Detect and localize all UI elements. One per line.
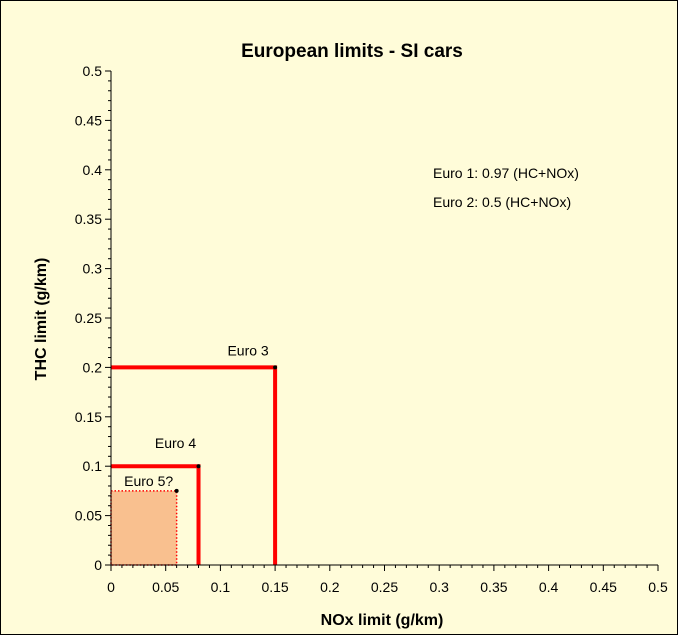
- euro-4-point: [196, 464, 201, 469]
- x-tick-label: 0: [107, 579, 115, 595]
- x-tick-label: 0.4: [539, 579, 559, 595]
- y-tick-label: 0.1: [83, 458, 103, 474]
- x-tick-label: 0.05: [152, 579, 179, 595]
- y-tick-label: 0.45: [75, 112, 102, 128]
- chart-title: European limits - SI cars: [241, 41, 463, 62]
- x-tick-label: 0.45: [590, 579, 617, 595]
- y-tick-label: 0.5: [83, 63, 103, 79]
- y-tick-label: 0.2: [83, 359, 103, 375]
- x-tick-label: 0.25: [371, 579, 398, 595]
- x-tick-label: 0.15: [261, 579, 288, 595]
- y-tick-label: 0: [94, 557, 102, 573]
- euro-3-point: [273, 365, 278, 370]
- euro-4-label: Euro 4: [155, 435, 196, 451]
- euro-5-limit-area: [110, 490, 178, 566]
- y-tick-label: 0.05: [75, 508, 102, 524]
- x-axis-title: NOx limit (g/km): [321, 612, 444, 629]
- annotation-euro-1: Euro 1: 0.97 (HC+NOx): [433, 165, 579, 181]
- annotation-euro-2: Euro 2: 0.5 (HC+NOx): [433, 194, 571, 210]
- euro-3-label: Euro 3: [227, 342, 268, 358]
- y-tick-label: 0.4: [83, 162, 103, 178]
- euro-5-point: [174, 488, 179, 493]
- x-tick-label: 0.3: [429, 579, 449, 595]
- x-tick-label: 0.5: [648, 579, 668, 595]
- y-tick-label: 0.25: [75, 310, 102, 326]
- y-tick-label: 0.15: [75, 409, 102, 425]
- x-tick-label: 0.35: [480, 579, 507, 595]
- y-axis-title: THC limit (g/km): [33, 258, 50, 381]
- x-tick-label: 0.1: [211, 579, 231, 595]
- x-tick-label: 0.2: [320, 579, 340, 595]
- y-tick-label: 0.35: [75, 211, 102, 227]
- y-tick-label: 0.3: [83, 261, 103, 277]
- euro-5-label: Euro 5?: [124, 473, 173, 489]
